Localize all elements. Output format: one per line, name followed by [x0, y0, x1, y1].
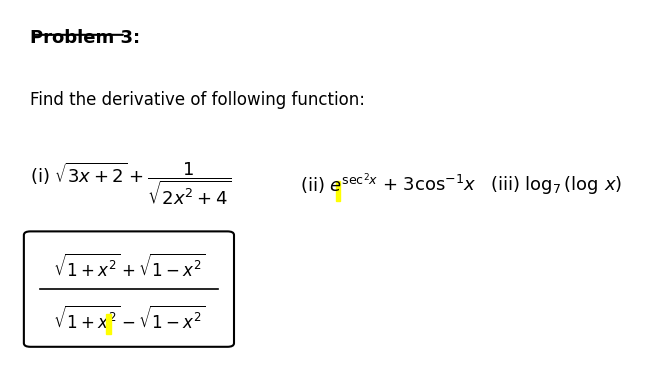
Text: $+\ 3\cos^{-1}\!x$: $+\ 3\cos^{-1}\!x$ — [382, 175, 476, 194]
Text: $\sqrt{1+x^{2}}+\sqrt{1-x^{2}}$: $\sqrt{1+x^{2}}+\sqrt{1-x^{2}}$ — [53, 254, 205, 281]
Text: (ii) $e^{\sec^{2}\!x}$: (ii) $e^{\sec^{2}\!x}$ — [300, 172, 378, 197]
FancyBboxPatch shape — [24, 231, 234, 347]
Text: $\sqrt{1+x^{2}}-\sqrt{1-x^{2}}$: $\sqrt{1+x^{2}}-\sqrt{1-x^{2}}$ — [53, 306, 205, 333]
FancyBboxPatch shape — [106, 314, 110, 334]
Text: (i) $\sqrt{3x+2}+\dfrac{1}{\sqrt{2x^{2}+4}}$: (i) $\sqrt{3x+2}+\dfrac{1}{\sqrt{2x^{2}+… — [31, 161, 231, 208]
Text: Problem 3:: Problem 3: — [31, 30, 140, 47]
FancyBboxPatch shape — [336, 181, 340, 201]
Text: (iii) $\log_{7}(\log\,x)$: (iii) $\log_{7}(\log\,x)$ — [490, 173, 622, 196]
Text: Find the derivative of following function:: Find the derivative of following functio… — [31, 91, 366, 109]
